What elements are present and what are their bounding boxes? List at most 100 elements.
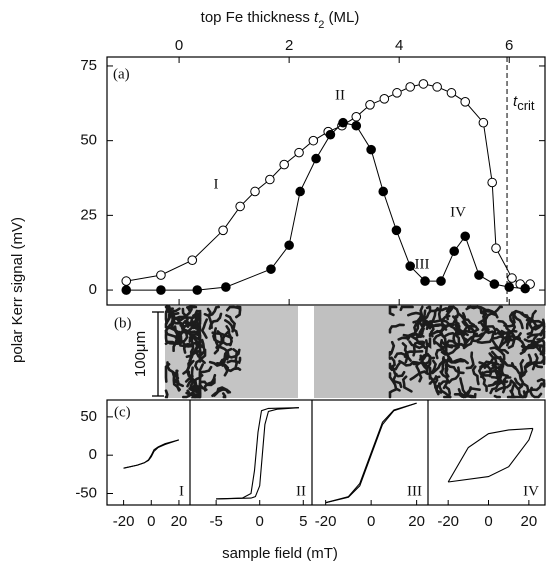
data-point	[311, 153, 321, 164]
domain-texture	[522, 390, 527, 399]
data-point	[378, 186, 389, 197]
domain-texture	[445, 339, 465, 347]
domain-texture	[164, 323, 172, 334]
domain-texture	[511, 309, 531, 321]
x-axis-title-var: t	[314, 9, 319, 26]
x-tick-label: 0	[147, 513, 155, 530]
domain-texture	[478, 361, 493, 378]
domain-texture	[536, 377, 546, 386]
x-tick-label: 20	[408, 513, 425, 530]
data-point	[121, 285, 132, 295]
data-point	[460, 97, 471, 107]
domain-texture	[471, 330, 490, 343]
domain-texture	[186, 305, 198, 309]
domain-texture	[188, 387, 200, 399]
domain-texture	[477, 312, 497, 324]
domain-texture	[457, 386, 472, 397]
domain-texture	[523, 338, 541, 352]
domain-texture	[398, 359, 419, 367]
domain-texture	[195, 314, 202, 334]
domain-texture	[425, 337, 432, 349]
panel-label: (b)	[114, 315, 132, 331]
data-point	[156, 270, 166, 280]
domain-texture	[235, 305, 242, 319]
domain-texture	[491, 339, 510, 355]
data-point	[325, 129, 336, 140]
x-tick-label: 0	[175, 37, 183, 54]
loop-branch	[447, 427, 533, 483]
domain-texture	[498, 329, 511, 349]
domain-texture	[457, 312, 476, 327]
domain-texture	[203, 373, 217, 392]
domain-texture	[428, 375, 441, 386]
domain-texture	[232, 348, 239, 369]
domain-texture	[441, 315, 457, 326]
domain-texture	[444, 331, 466, 338]
x-axis-title-sub: 2	[318, 19, 324, 31]
domain-texture	[194, 379, 202, 399]
domain-texture	[164, 363, 171, 383]
data-point	[474, 270, 484, 280]
domain-texture	[437, 305, 445, 327]
domain-texture	[443, 385, 452, 399]
data-point	[351, 111, 362, 122]
domain-texture	[531, 356, 546, 371]
x-tick-label: 20	[521, 513, 538, 530]
domain-texture	[432, 325, 445, 345]
domain-texture	[225, 314, 237, 333]
data-point	[504, 282, 515, 292]
plot-frame	[106, 56, 546, 306]
domain-texture	[466, 305, 486, 311]
data-point	[338, 117, 348, 128]
x-tick-label: 0	[367, 513, 375, 530]
domain-texture	[482, 310, 490, 331]
data-point	[279, 159, 289, 170]
subplot-label: II	[296, 483, 306, 499]
domain-texture	[403, 350, 424, 358]
domain-texture	[490, 365, 504, 379]
domain-texture	[199, 377, 216, 387]
domain-texture	[221, 330, 232, 346]
subplot-label: I	[179, 483, 184, 499]
domain-texture	[526, 323, 545, 336]
data-point	[192, 285, 203, 295]
domain-texture	[494, 379, 513, 393]
domain-texture	[189, 384, 202, 395]
panel-label: (c)	[114, 404, 131, 420]
domain-texture	[503, 313, 516, 328]
domain-texture	[177, 336, 194, 348]
x-axis-title-unit: (ML)	[324, 9, 359, 26]
domain-texture	[428, 307, 439, 328]
domain-texture	[181, 305, 194, 319]
data-point	[365, 100, 375, 110]
data-point	[449, 246, 460, 257]
domain-texture	[445, 305, 460, 319]
domain-texture	[431, 356, 445, 375]
domain-texture	[408, 334, 427, 350]
x-axis-title: top Fe thickness t2 (ML)	[201, 9, 360, 31]
domain-texture	[508, 311, 517, 332]
domain-texture	[525, 309, 537, 330]
data-point	[218, 225, 228, 236]
critical-label-var: t	[513, 93, 518, 110]
domain-texture	[519, 360, 533, 379]
y-tick-label: -50	[75, 484, 97, 501]
domain-texture	[164, 340, 185, 346]
domain-texture	[419, 316, 427, 339]
domain-texture	[393, 351, 409, 364]
domain-texture	[388, 340, 396, 358]
loop-branch	[123, 439, 180, 469]
y-tick-label: 50	[80, 132, 97, 149]
y-tick-label: 0	[89, 281, 97, 298]
data-point	[379, 94, 390, 104]
domain-texture	[500, 329, 520, 340]
data-point	[294, 147, 304, 158]
domain-texture	[184, 319, 200, 335]
x-tick-label: -20	[315, 513, 337, 530]
domain-texture	[164, 307, 174, 325]
data-point	[491, 243, 501, 254]
domain-texture	[483, 355, 502, 369]
domain-texture	[226, 356, 242, 365]
domain-texture	[172, 369, 184, 388]
x-tick-label: -20	[113, 513, 135, 530]
